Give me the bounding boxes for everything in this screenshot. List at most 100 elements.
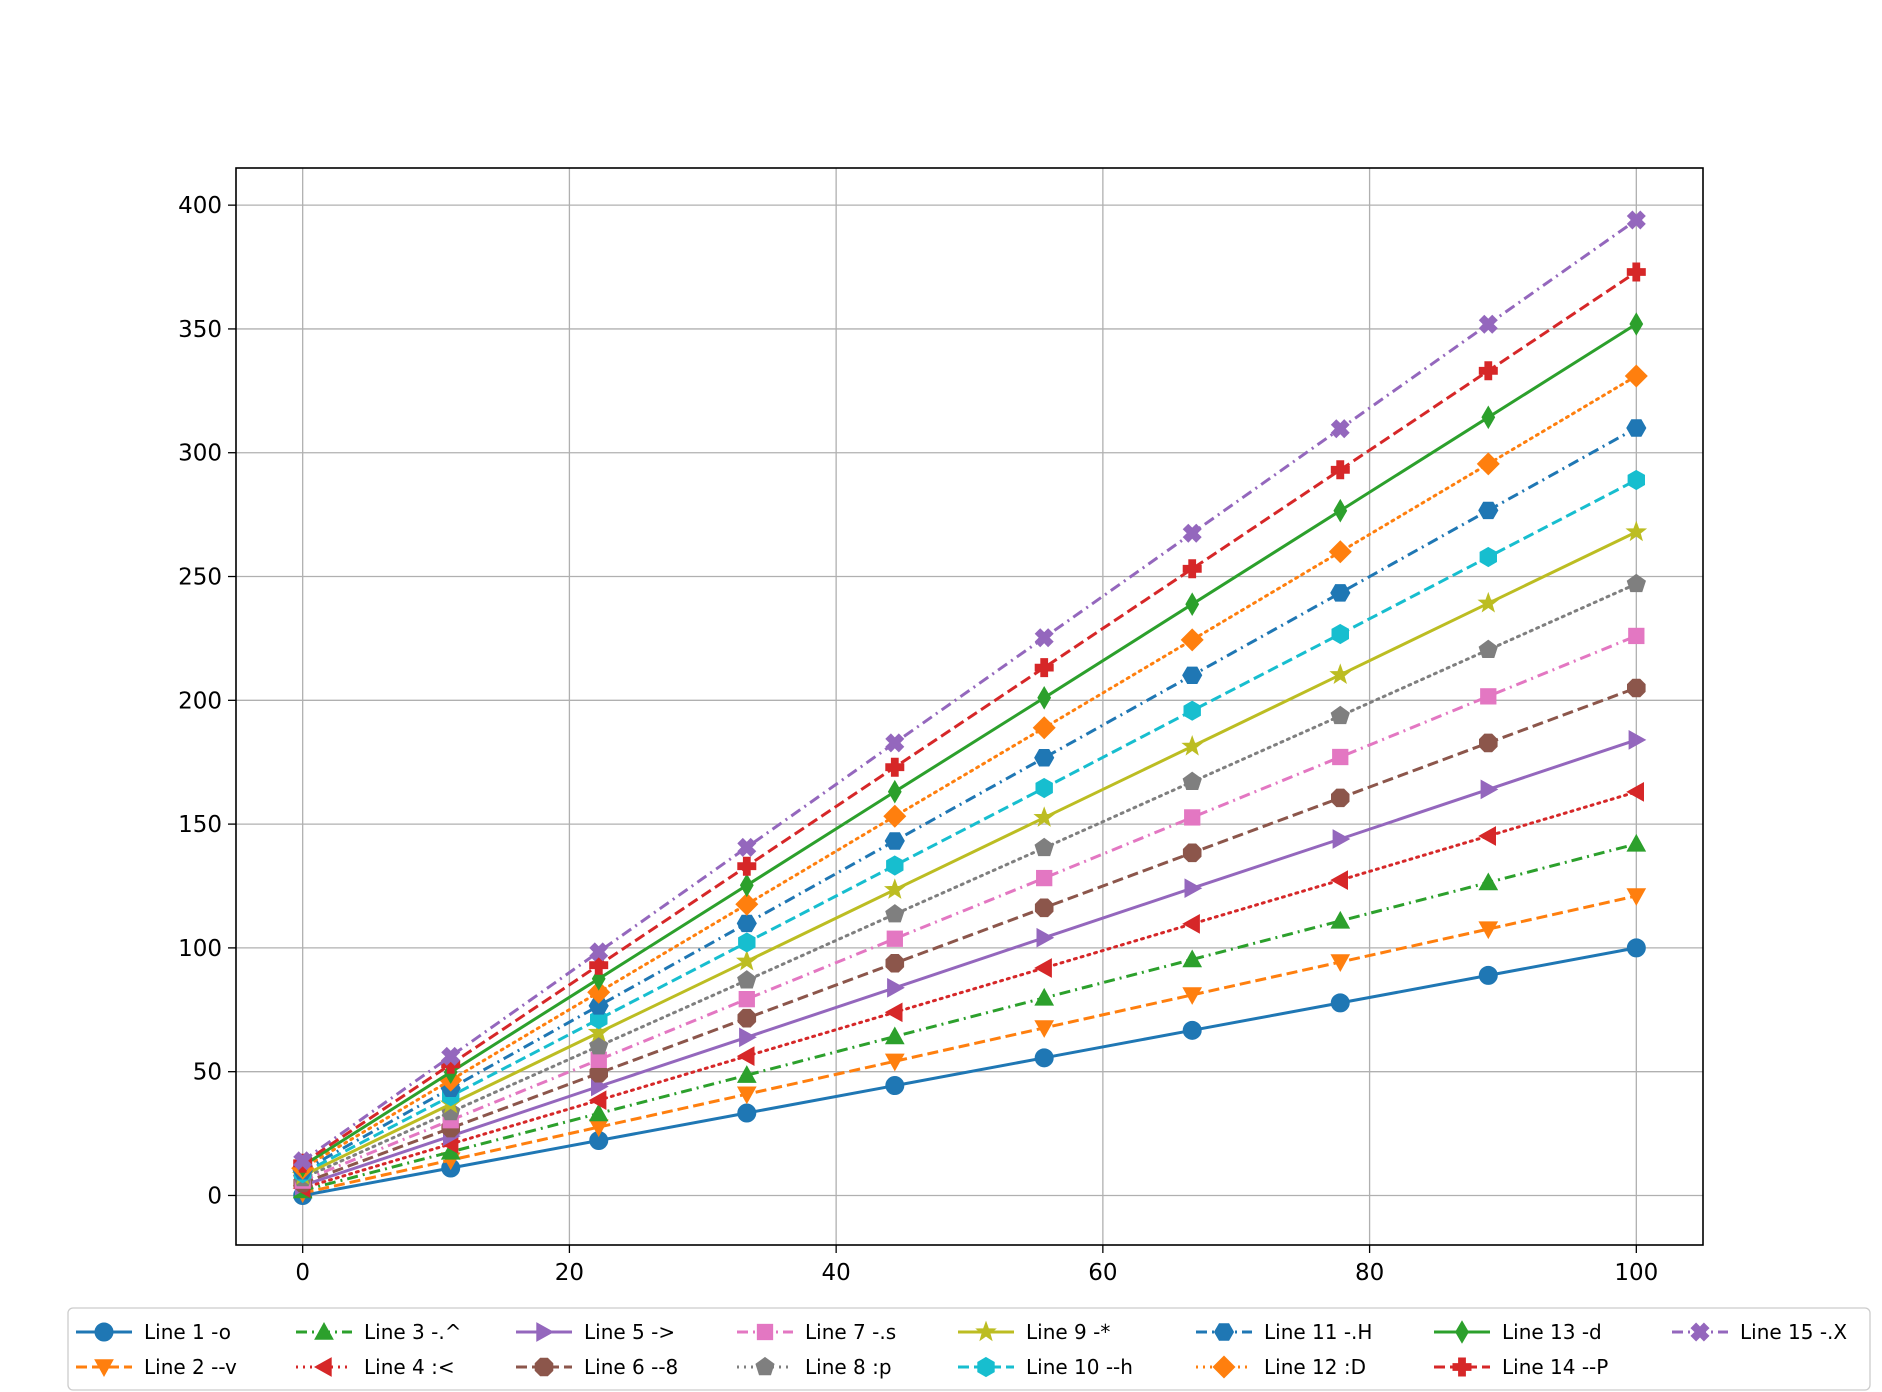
data-point <box>887 779 902 804</box>
data-point <box>1034 898 1054 918</box>
data-point <box>587 1021 610 1042</box>
data-point <box>1478 921 1499 940</box>
data-point <box>1332 748 1349 766</box>
data-point <box>1185 592 1200 616</box>
legend-entry-13: Line 13 -d <box>1434 1320 1602 1344</box>
data-point <box>885 1076 905 1096</box>
data-point <box>737 1008 757 1028</box>
data-point <box>1629 312 1644 336</box>
data-point <box>737 856 757 876</box>
data-point <box>1628 730 1647 750</box>
data-point <box>738 990 755 1008</box>
legend-label: Line 9 -* <box>1026 1320 1110 1344</box>
legend-marker <box>94 1322 114 1342</box>
legend-marker <box>1212 1355 1236 1379</box>
series-layer <box>291 210 1648 1205</box>
series-line-12 <box>291 364 1648 1180</box>
legend-marker <box>1213 1323 1235 1341</box>
data-point <box>1626 262 1646 282</box>
data-point <box>589 1036 609 1055</box>
data-point <box>1628 627 1645 645</box>
data-point <box>1184 809 1201 826</box>
legend-label: Line 7 -.s <box>805 1320 896 1344</box>
data-point <box>1182 559 1202 579</box>
data-point <box>1182 666 1203 684</box>
data-point <box>739 873 754 898</box>
legend-entry-14: Line 14 --P <box>1434 1355 1608 1379</box>
data-point <box>1182 987 1203 1005</box>
data-point <box>1036 927 1055 948</box>
data-point <box>1035 777 1053 799</box>
legend-marker <box>756 1323 774 1341</box>
data-point <box>1034 987 1055 1006</box>
series-path <box>302 530 1637 1178</box>
data-point <box>1478 872 1499 891</box>
legend-entry-12: Line 12 :D <box>1196 1355 1366 1379</box>
data-point <box>1034 837 1054 857</box>
x-tick-label: 40 <box>821 1260 850 1286</box>
data-point <box>441 1046 461 1066</box>
y-tick-label: 400 <box>178 193 222 219</box>
data-point <box>1181 735 1204 756</box>
data-point <box>1481 405 1496 430</box>
legend-label: Line 14 --P <box>1502 1355 1608 1379</box>
data-point <box>1037 686 1052 710</box>
series-path <box>302 478 1637 1175</box>
legend-marker <box>314 1321 334 1340</box>
legend-entry-15: Line 15 -.X <box>1672 1320 1847 1344</box>
data-point <box>1626 782 1644 802</box>
x-tick-label: 0 <box>295 1260 310 1286</box>
data-point <box>1183 700 1201 721</box>
series-line-15 <box>293 210 1646 1171</box>
x-tick-label: 80 <box>1355 1260 1384 1286</box>
data-point <box>1182 843 1202 863</box>
legend-box <box>67 1307 1871 1391</box>
data-point <box>1626 419 1647 437</box>
series-path <box>301 426 1638 1173</box>
data-point <box>293 1151 313 1171</box>
legend-marker <box>536 1322 555 1342</box>
plot-frame <box>235 167 1704 1246</box>
data-point <box>1627 469 1645 491</box>
data-point <box>1626 938 1646 958</box>
legend-marker <box>975 1320 997 1342</box>
data-point <box>1182 771 1202 790</box>
data-point <box>588 1103 609 1122</box>
y-tick-label: 200 <box>178 688 222 714</box>
legend-label: Line 8 :p <box>805 1355 892 1379</box>
legend-marker <box>1455 1320 1469 1344</box>
series-path <box>301 270 1638 1165</box>
legend-entry-10: Line 10 --h <box>958 1355 1133 1379</box>
series-path <box>301 218 1638 1163</box>
legend-entry-6: Line 6 --8 <box>516 1355 678 1379</box>
data-point <box>1034 628 1054 648</box>
data-point <box>735 892 759 916</box>
series-path <box>301 322 1638 1168</box>
legend-entry-11: Line 11 -.H <box>1196 1320 1372 1344</box>
data-point <box>1480 688 1497 705</box>
legend-label: Line 12 :D <box>1264 1355 1366 1379</box>
data-point <box>1331 623 1349 645</box>
y-tick-label: 50 <box>193 1060 222 1086</box>
data-point <box>1034 958 1052 978</box>
legend-marker <box>1690 1322 1710 1342</box>
y-tick-label: 300 <box>178 441 222 467</box>
data-point <box>736 1086 757 1105</box>
legend-entry-8: Line 8 :p <box>737 1355 892 1379</box>
data-point <box>884 878 906 899</box>
legend-entry-1: Line 1 -o <box>76 1320 231 1344</box>
data-point <box>1332 829 1351 849</box>
data-point <box>589 942 609 962</box>
legend-marker <box>755 1356 775 1376</box>
data-point <box>885 954 905 973</box>
data-point <box>587 980 611 1004</box>
legend-entry-7: Line 7 -.s <box>737 1320 896 1344</box>
legend-label: Line 3 -.^ <box>364 1320 461 1344</box>
series-path <box>302 894 1637 1195</box>
data-point <box>885 904 905 923</box>
legend-entry-4: Line 4 :< <box>296 1355 455 1379</box>
data-point <box>1330 419 1350 439</box>
data-point <box>1330 870 1348 890</box>
series-line-7 <box>294 627 1645 1189</box>
